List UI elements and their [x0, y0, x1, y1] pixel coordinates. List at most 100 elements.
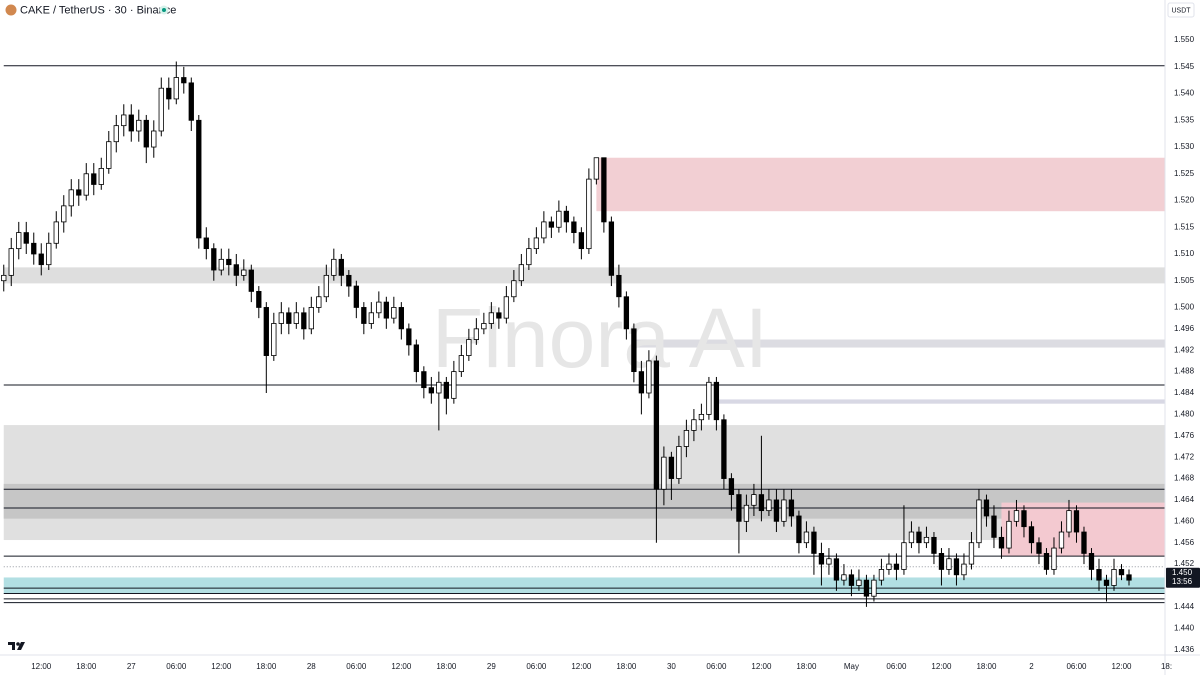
y-tick-label: 1.444	[1174, 602, 1195, 611]
candle-body	[451, 371, 457, 399]
zone	[3, 267, 1165, 284]
candle-body	[1126, 574, 1132, 581]
candle-body	[61, 205, 67, 223]
candle-body	[1051, 547, 1057, 570]
candle-body	[1013, 510, 1020, 522]
candle-body	[241, 269, 247, 276]
candle-body	[698, 413, 705, 421]
candle-body	[983, 499, 990, 517]
y-tick-label: 1.540	[1174, 89, 1195, 98]
candle-body	[998, 536, 1005, 549]
candle-body	[233, 264, 239, 276]
y-tick-label: 1.520	[1174, 196, 1195, 205]
candle-body	[511, 280, 517, 298]
candle-body	[376, 301, 382, 314]
candle-body	[391, 307, 397, 319]
candle-body	[646, 360, 652, 394]
candle-body	[136, 119, 142, 132]
candle-body	[98, 168, 104, 185]
candle-body	[173, 77, 179, 100]
candle-body	[653, 360, 660, 490]
y-tick-label: 1.496	[1174, 324, 1195, 333]
logo-part	[8, 642, 15, 650]
y-tick-label: 1.525	[1174, 169, 1195, 178]
candle-body	[661, 456, 667, 490]
x-tick-label: 06:00	[886, 662, 907, 671]
candle-body	[526, 248, 532, 266]
candle-body	[548, 221, 555, 228]
candle-body	[428, 387, 434, 394]
candle-body	[743, 504, 750, 522]
countdown: 13:56	[1172, 577, 1193, 586]
candle-body	[166, 87, 172, 100]
candle-body	[46, 242, 52, 266]
candle-body	[676, 446, 682, 479]
x-tick-label: 12:00	[931, 662, 952, 671]
x-tick-label: 2	[1029, 662, 1034, 671]
candle-body	[758, 494, 765, 512]
candle-body	[1073, 510, 1080, 533]
candle-body	[278, 312, 284, 324]
candle-body	[848, 574, 855, 586]
candle-body	[68, 189, 74, 207]
candle-body	[706, 381, 712, 415]
y-tick-label: 1.440	[1174, 623, 1195, 632]
y-tick-label: 1.452	[1174, 559, 1195, 568]
x-tick-label: 12:00	[391, 662, 412, 671]
candle-body	[1111, 569, 1117, 586]
candle-body	[1, 274, 7, 282]
candle-body	[38, 253, 44, 266]
y-tick-label: 1.505	[1174, 276, 1195, 285]
candle-body	[946, 558, 952, 570]
candle-body	[458, 355, 464, 373]
currency-box	[1167, 2, 1195, 18]
candle-body	[916, 531, 922, 544]
candle-body	[623, 296, 630, 330]
candle-body	[668, 456, 675, 479]
candle-body	[496, 312, 502, 319]
zone	[3, 577, 1165, 594]
candle-body	[931, 536, 937, 554]
candle-body	[1043, 553, 1050, 570]
candle-body	[8, 248, 14, 276]
logo-part	[16, 642, 20, 646]
candle-body	[256, 291, 262, 308]
candle-body	[361, 307, 367, 324]
candle-body	[608, 221, 615, 276]
candle-body	[338, 258, 344, 276]
candle-body	[863, 579, 870, 597]
candle-body	[788, 499, 795, 517]
candle-body	[818, 553, 825, 565]
candle-body	[263, 307, 269, 356]
candle-body	[953, 558, 960, 576]
candle-body	[601, 157, 607, 223]
candle-body	[436, 381, 442, 394]
candle-body	[1103, 579, 1110, 586]
candle-body	[271, 323, 277, 356]
candle-body	[886, 563, 892, 570]
y-tick-label: 1.535	[1174, 115, 1195, 124]
candle-body	[308, 307, 314, 330]
candle-body	[1081, 531, 1087, 554]
x-tick-label: 18:00	[976, 662, 997, 671]
candle-body	[301, 312, 307, 330]
candle-body	[353, 285, 359, 308]
candle-body	[683, 430, 690, 447]
candle-body	[796, 515, 802, 544]
candle-body	[871, 579, 877, 597]
candle-body	[31, 242, 37, 255]
candle-body	[293, 312, 299, 324]
candle-body	[121, 114, 127, 127]
chart-title: CAKE / TetherUS · 30 · Binance	[20, 4, 176, 16]
symbol-icon	[5, 4, 17, 16]
candle-body	[616, 274, 622, 298]
candle-body	[1058, 531, 1065, 549]
candle-body	[91, 173, 97, 185]
candle-body	[368, 312, 374, 324]
x-tick-label: 06:00	[1066, 662, 1087, 671]
candle-body	[488, 312, 495, 324]
candle-body	[196, 119, 202, 239]
candle-body	[1118, 569, 1125, 576]
y-tick-label: 1.472	[1174, 452, 1195, 461]
